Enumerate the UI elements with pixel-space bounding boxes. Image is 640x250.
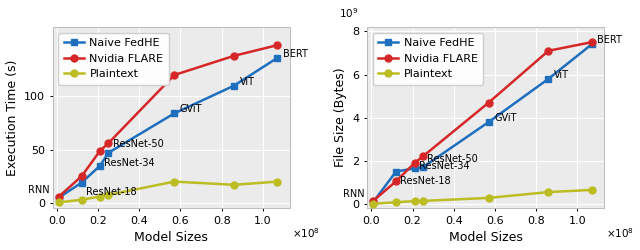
X-axis label: Model Sizes: Model Sizes (449, 232, 523, 244)
Text: RNN: RNN (343, 189, 364, 199)
Text: $10^9$: $10^9$ (339, 6, 358, 20)
Text: ViT: ViT (554, 70, 569, 80)
Text: GViT: GViT (494, 113, 516, 123)
Text: ViT: ViT (239, 76, 255, 86)
Text: ResNet-34: ResNet-34 (104, 158, 155, 168)
Text: ResNet-50: ResNet-50 (113, 140, 163, 149)
Legend: Naive FedHE, Nvidia FLARE, Plaintext: Naive FedHE, Nvidia FLARE, Plaintext (372, 32, 483, 85)
Text: ResNet-34: ResNet-34 (419, 160, 469, 170)
Text: RNN: RNN (28, 184, 50, 194)
Text: GViT: GViT (180, 104, 202, 114)
Text: ResNet-18: ResNet-18 (400, 176, 451, 186)
Text: BERT: BERT (283, 49, 308, 59)
Text: ResNet-18: ResNet-18 (86, 188, 136, 198)
Legend: Naive FedHE, Nvidia FLARE, Plaintext: Naive FedHE, Nvidia FLARE, Plaintext (58, 32, 169, 85)
Text: BERT: BERT (597, 35, 622, 45)
Y-axis label: File Size (Bytes): File Size (Bytes) (334, 68, 347, 168)
Y-axis label: Execution Time (s): Execution Time (s) (6, 60, 19, 176)
Text: ResNet-50: ResNet-50 (427, 154, 477, 164)
Text: $\times10^{8}$: $\times10^{8}$ (292, 226, 320, 240)
X-axis label: Model Sizes: Model Sizes (134, 232, 208, 244)
Text: $\times10^{8}$: $\times10^{8}$ (607, 226, 634, 240)
